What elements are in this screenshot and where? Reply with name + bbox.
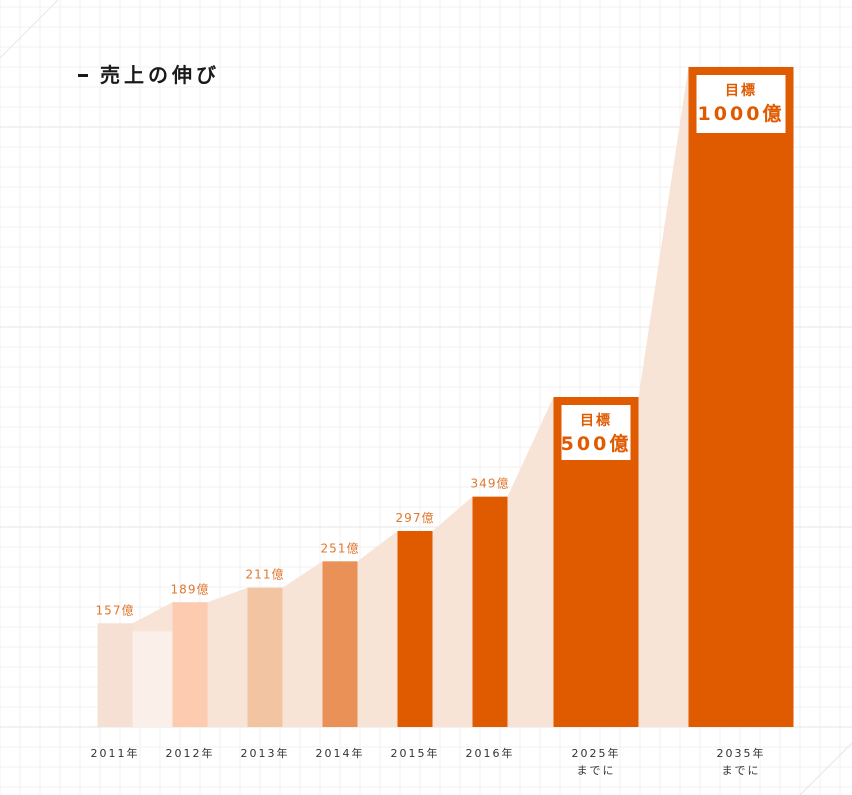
x-tick-label: 2011年 <box>91 746 140 760</box>
target-box <box>696 75 786 133</box>
bar-value-label: 349億 <box>471 477 510 491</box>
bar <box>172 602 208 727</box>
x-tick-label: 2014年 <box>316 746 365 760</box>
bar <box>688 67 794 727</box>
target-box <box>561 405 631 460</box>
bar-value-label: 297億 <box>396 511 435 525</box>
target-label: 目標 <box>725 82 757 99</box>
x-tick-label: 2015年 <box>391 746 440 760</box>
x-tick-label: までに <box>722 764 761 777</box>
corner-accent <box>0 0 59 59</box>
bar <box>97 623 133 727</box>
x-tick-label: までに <box>577 764 616 777</box>
target-value-label: 1000億 <box>698 102 785 125</box>
bar <box>397 530 433 727</box>
x-tick-label: 2025年 <box>572 746 621 760</box>
target-label: 目標 <box>580 412 612 429</box>
x-tick-label: 2012年 <box>166 746 215 760</box>
x-tick-label: 2035年 <box>717 746 766 760</box>
bar-value-label: 251億 <box>321 541 360 555</box>
bar-value-label: 157億 <box>96 603 135 617</box>
x-tick-label: 2016年 <box>466 746 515 760</box>
title-dash-icon <box>78 74 88 77</box>
growth-area-highlight <box>132 631 173 727</box>
x-tick-label: 2013年 <box>241 746 290 760</box>
corner-accent <box>799 742 852 795</box>
bar-value-label: 211億 <box>246 568 285 582</box>
bar <box>247 587 283 727</box>
target-value-label: 500億 <box>561 432 632 455</box>
bar-value-label: 189億 <box>171 582 210 596</box>
bar <box>472 496 508 727</box>
chart-title: 売上の伸び <box>100 63 220 87</box>
bar <box>322 561 358 727</box>
